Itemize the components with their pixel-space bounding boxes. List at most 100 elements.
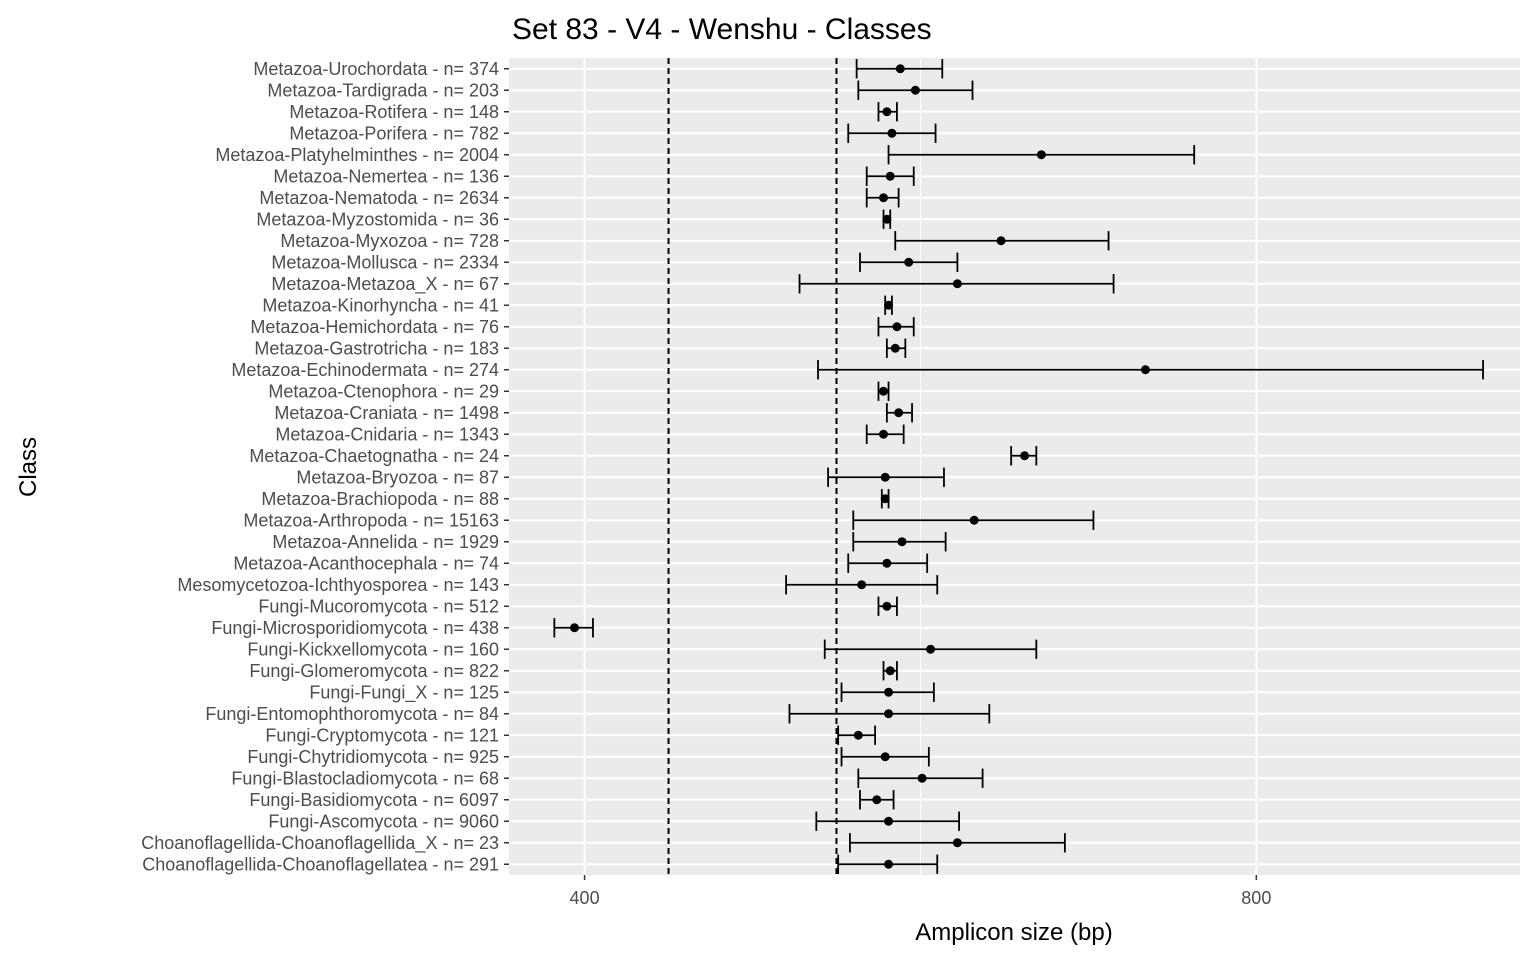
error-bar (865, 424, 905, 444)
error-bar (877, 381, 890, 401)
error-bar (1010, 446, 1038, 466)
mean-point (884, 709, 894, 719)
error-bar (877, 102, 898, 122)
y-tick-label: Fungi-Mucoromycota - n= 512 (258, 596, 499, 616)
mean-point (880, 494, 890, 504)
y-tick-label: Metazoa-Rotifera - n= 148 (289, 102, 499, 122)
mean-point (952, 279, 962, 289)
error-bar (859, 252, 959, 272)
y-tick-label: Fungi-Basidiomycota - n= 6097 (249, 790, 499, 810)
y-tick-labels: Metazoa-Urochordata - n= 374Metazoa-Tard… (141, 59, 499, 875)
mean-point (969, 515, 979, 525)
error-bar (840, 747, 930, 767)
mean-point (880, 752, 890, 762)
error-bar (827, 467, 945, 487)
y-tick-label: Fungi-Kickxellomycota - n= 160 (247, 639, 499, 659)
mean-point (882, 107, 892, 117)
error-bar (882, 661, 898, 681)
y-tick-label: Metazoa-Hemichordata - n= 76 (250, 317, 499, 337)
mean-point (879, 429, 889, 439)
mean-point (887, 128, 897, 138)
mean-point (882, 214, 892, 224)
mean-point (885, 171, 895, 181)
mean-point (884, 816, 894, 826)
error-bar (788, 704, 991, 724)
mean-point (1140, 365, 1150, 375)
mean-point (882, 558, 892, 568)
y-tick-label: Metazoa-Myxozoa - n= 728 (280, 231, 499, 251)
mean-point (569, 623, 579, 633)
x-tick-label: 400 (570, 888, 600, 908)
error-bar (884, 295, 894, 315)
y-tick-label: Fungi-Blastocladiomycota - n= 68 (231, 768, 499, 788)
plot-panel (509, 58, 1520, 875)
mean-point (879, 386, 889, 396)
chart-title: Set 83 - V4 - Wenshu - Classes (512, 13, 932, 46)
y-tick-label: Fungi-Entomophthoromycota - n= 84 (205, 704, 499, 724)
y-tick-label: Metazoa-Acanthocephala - n= 74 (233, 553, 499, 573)
error-bar (823, 639, 1038, 659)
y-tick-label: Choanoflagellida-Choanoflagellatea - n= … (142, 854, 499, 874)
error-bar (877, 317, 915, 337)
reference-lines (667, 58, 838, 875)
error-bar (880, 489, 890, 509)
y-tick-label: Metazoa-Platyhelminthes - n= 2004 (215, 145, 499, 165)
mean-point (884, 687, 894, 697)
y-tick-label: Metazoa-Craniata - n= 1498 (274, 403, 499, 423)
x-ticks: 400 800 (570, 875, 1271, 908)
y-tick-label: Metazoa-Nematoda - n= 2634 (259, 188, 499, 208)
error-bar (837, 725, 877, 745)
y-tick-label: Metazoa-Echinodermata - n= 274 (231, 360, 499, 380)
mean-point (880, 472, 890, 482)
y-tick-label: Fungi-Fungi_X - n= 125 (309, 682, 499, 703)
error-bar (894, 231, 1110, 251)
mean-point (910, 85, 920, 95)
mean-point (884, 300, 894, 310)
y-tick-label: Fungi-Cryptomycota - n= 121 (265, 725, 499, 745)
mean-point (894, 408, 904, 418)
mean-point (853, 730, 863, 740)
y-tick-marks (504, 68, 509, 865)
error-bar (847, 553, 929, 573)
y-tick-label: Metazoa-Cnidaria - n= 1343 (275, 424, 499, 444)
mean-point (872, 795, 882, 805)
y-tick-label: Metazoa-Tardigrada - n= 203 (267, 80, 499, 100)
y-tick-label: Metazoa-Kinorhyncha - n= 41 (262, 295, 499, 315)
mean-point (882, 601, 892, 611)
error-bar (857, 768, 984, 788)
mean-point (926, 644, 936, 654)
error-bar (887, 145, 1196, 165)
mean-point (879, 193, 889, 203)
x-axis-title: Amplicon size (bp) (915, 919, 1112, 946)
error-bar (852, 532, 947, 552)
y-tick-label: Fungi-Microsporidiomycota - n= 438 (211, 618, 499, 638)
error-bar (852, 510, 1095, 530)
error-bar (865, 166, 915, 186)
y-tick-label: Mesomycetozoa-Ichthyosporea - n= 143 (177, 575, 499, 595)
y-axis-title: Class (15, 437, 42, 497)
error-bar (815, 811, 960, 831)
error-bar (882, 209, 892, 229)
x-tick-label: 800 (1241, 888, 1271, 908)
y-tick-label: Metazoa-Bryozoa - n= 87 (296, 467, 499, 487)
error-bar (877, 596, 898, 616)
error-bar (837, 854, 939, 874)
error-bar (885, 403, 913, 423)
error-bar (785, 575, 939, 595)
mean-point (952, 838, 962, 848)
mean-point (895, 64, 905, 74)
y-tick-label: Metazoa-Annelida - n= 1929 (272, 532, 499, 552)
y-tick-label: Fungi-Glomeromycota - n= 822 (249, 661, 499, 681)
mean-point (857, 580, 867, 590)
y-tick-label: Metazoa-Chaetognatha - n= 24 (249, 446, 499, 466)
y-tick-label: Metazoa-Nemertea - n= 136 (273, 166, 499, 186)
y-tick-label: Choanoflagellida-Choanoflagellida_X - n=… (141, 833, 499, 854)
mean-point (885, 666, 895, 676)
mean-point (917, 773, 927, 783)
error-bar (798, 274, 1115, 294)
error-bar (849, 833, 1066, 853)
error-bar (859, 790, 895, 810)
y-tick-label: Metazoa-Arthropoda - n= 15163 (243, 510, 499, 530)
y-tick-label: Metazoa-Mollusca - n= 2334 (271, 252, 499, 272)
